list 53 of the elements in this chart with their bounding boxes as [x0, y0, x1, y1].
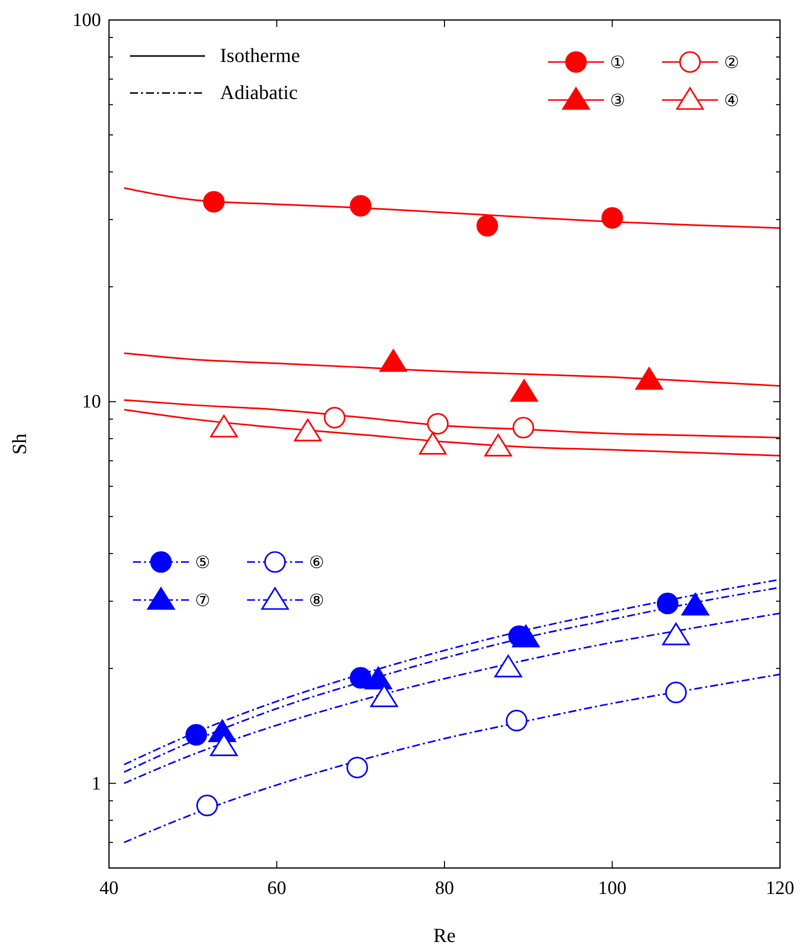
x-tick-label: 40	[100, 878, 118, 899]
point	[662, 622, 690, 646]
point	[380, 349, 408, 372]
point	[350, 194, 372, 217]
point	[203, 190, 225, 213]
legend-label: ④	[724, 91, 740, 111]
x-tick-label: 120	[766, 878, 794, 899]
line-series	[123, 399, 780, 438]
point	[510, 379, 538, 402]
legend-label: ②	[724, 53, 740, 73]
point	[364, 666, 392, 690]
point	[426, 413, 449, 435]
x-tick-label: 60	[267, 878, 286, 899]
point	[210, 414, 238, 438]
legend-label: ⑧	[309, 591, 324, 611]
point	[512, 624, 540, 648]
x-axis-title: Re	[433, 925, 456, 947]
point	[185, 724, 208, 746]
point	[210, 734, 238, 756]
legend-label: ⑥	[309, 553, 324, 573]
annotation: Isotherme	[220, 45, 300, 67]
point	[418, 432, 447, 455]
annotation: Adiabatic	[220, 82, 298, 104]
legend-label: ⑤	[195, 553, 210, 573]
point	[635, 367, 663, 390]
line-series	[123, 352, 780, 387]
point	[324, 406, 346, 428]
point	[512, 416, 534, 438]
line-series	[123, 408, 780, 456]
point	[350, 667, 372, 689]
point	[656, 592, 678, 614]
y-tick-label: 100	[72, 10, 101, 31]
x-tick-label: 100	[598, 878, 626, 899]
y-axis-title: Sh	[9, 433, 31, 455]
legend-label: ①	[610, 53, 626, 73]
point	[476, 214, 498, 237]
point	[665, 682, 687, 704]
point	[294, 418, 322, 442]
point	[506, 710, 528, 732]
line-series	[123, 674, 780, 844]
point	[681, 592, 710, 616]
y-tick-label: 1	[92, 773, 101, 794]
legend-label: ③	[610, 91, 626, 111]
point	[484, 434, 512, 457]
point	[370, 684, 398, 708]
point	[494, 654, 522, 678]
point	[346, 756, 368, 778]
point	[601, 207, 624, 229]
legend-label: ⑦	[195, 591, 210, 611]
line-series	[123, 612, 780, 784]
x-tick-label: 80	[435, 878, 454, 899]
point	[196, 794, 218, 816]
y-tick-label: 10	[82, 392, 101, 413]
